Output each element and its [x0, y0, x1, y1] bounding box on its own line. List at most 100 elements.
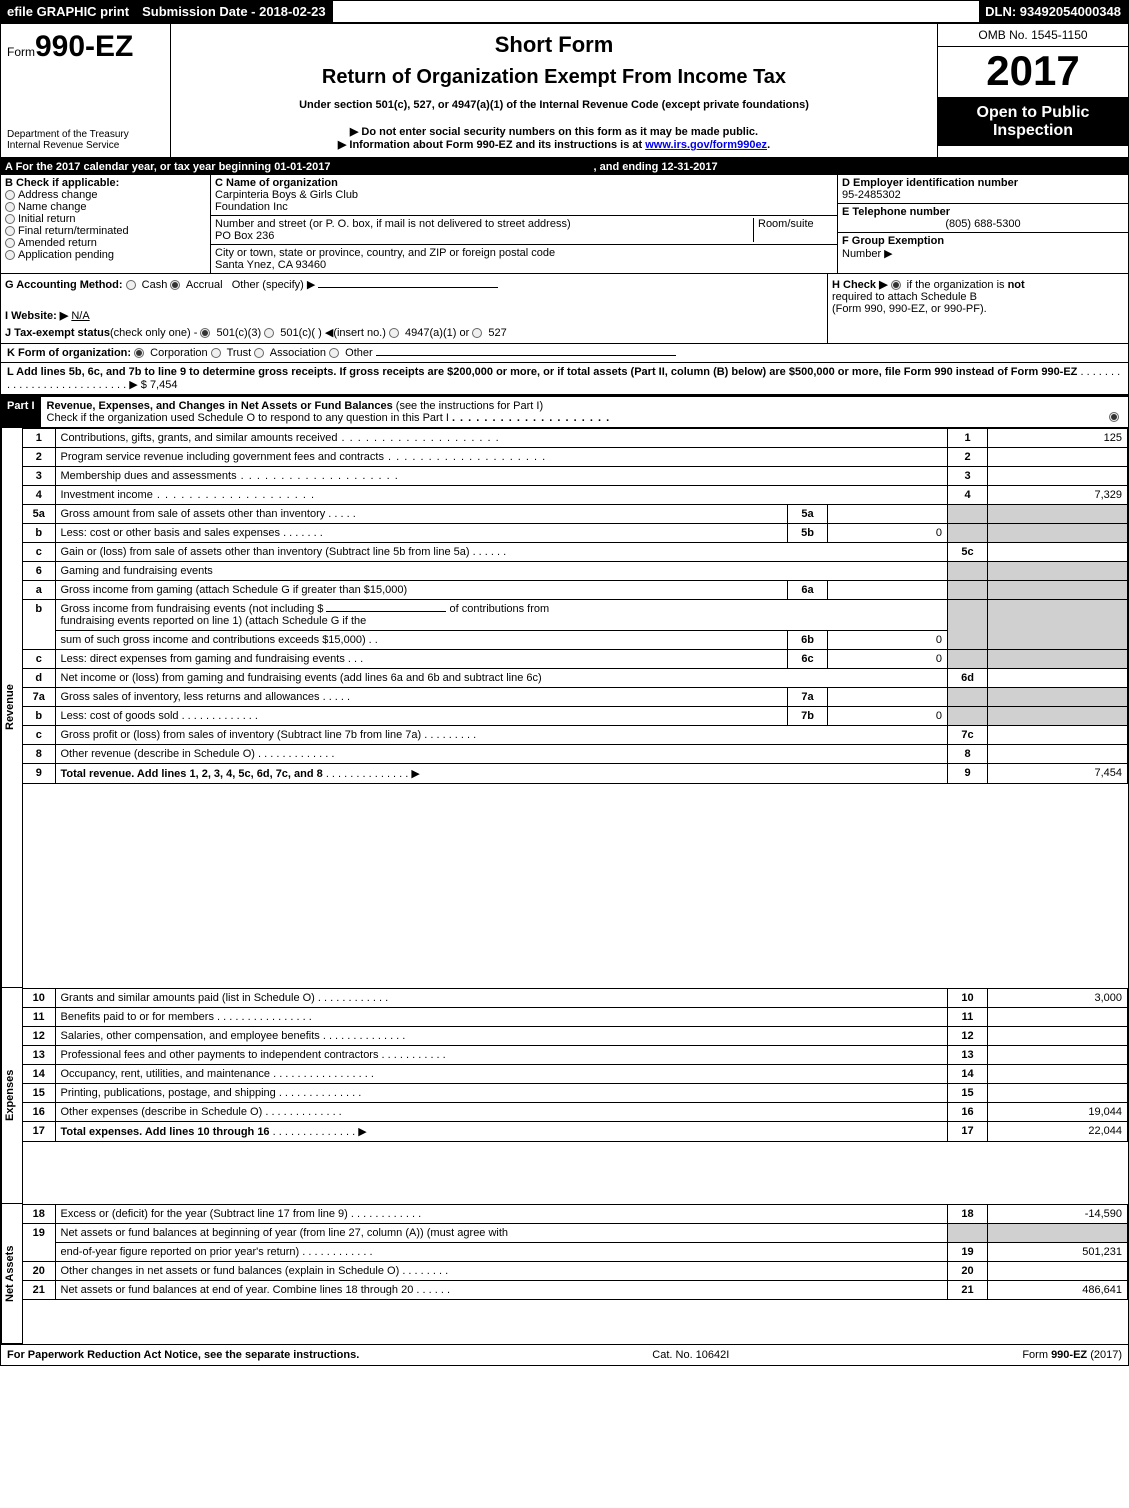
- form-prefix: Form: [7, 45, 35, 59]
- g-accounting: G Accounting Method: Cash Accrual Other …: [5, 278, 823, 291]
- netassets-side-label: Net Assets: [1, 1204, 23, 1344]
- dots-icon: [452, 412, 610, 424]
- part1-check-note: Check if the organization used Schedule …: [47, 412, 449, 424]
- table-row: aGross income from gaming (attach Schedu…: [23, 581, 1128, 600]
- j-opt-0: 501(c)(3): [217, 327, 262, 339]
- line-desc: Gross amount from sale of assets other t…: [61, 508, 326, 520]
- checkbox-icon[interactable]: [5, 238, 15, 248]
- h-check: H Check ▶ if the organization is not req…: [828, 274, 1128, 343]
- checkbox-icon[interactable]: [126, 280, 136, 290]
- l-instruction: L Add lines 5b, 6c, and 7b to line 9 to …: [1, 363, 1128, 395]
- line-desc: Other expenses (describe in Schedule O): [61, 1106, 263, 1118]
- line-desc: Investment income: [61, 489, 153, 501]
- city-value: Santa Ynez, CA 93460: [215, 259, 833, 271]
- line-rnum: 7c: [948, 726, 988, 745]
- form-page: efile GRAPHIC print Submission Date - 20…: [0, 0, 1129, 1366]
- checkbox-icon[interactable]: [264, 328, 274, 338]
- city-label: City or town, state or province, country…: [215, 247, 833, 259]
- side-labels: Net Assets: [1, 1204, 23, 1344]
- form-990ez: 990-EZ: [35, 30, 133, 63]
- k-form-org: K Form of organization: Corporation Trus…: [1, 344, 1128, 363]
- checkbox-icon[interactable]: [134, 348, 144, 358]
- b-initial-return[interactable]: Initial return: [5, 213, 206, 225]
- header-left: Form990-EZ Department of the Treasury In…: [1, 24, 171, 157]
- checkbox-icon[interactable]: [891, 280, 901, 290]
- checkbox-icon[interactable]: [5, 214, 15, 224]
- revenue-side-label: Revenue: [1, 428, 23, 988]
- checkbox-icon[interactable]: [5, 190, 15, 200]
- form-number: Form990-EZ: [7, 30, 164, 64]
- checkbox-icon[interactable]: [211, 348, 221, 358]
- contrib-input[interactable]: [326, 611, 446, 612]
- efile-print-button[interactable]: efile GRAPHIC print: [1, 1, 136, 22]
- g-other-input[interactable]: [318, 287, 498, 288]
- k-opt-0: Corporation: [150, 347, 207, 359]
- f-block: F Group Exemption Number ▶: [838, 233, 1128, 262]
- table-row: 15Printing, publications, postage, and s…: [23, 1084, 1128, 1103]
- b-final-return[interactable]: Final return/terminated: [5, 225, 206, 237]
- phone: (805) 688-5300: [842, 218, 1124, 230]
- do-not-enter: ▶ Do not enter social security numbers o…: [177, 125, 931, 138]
- checkbox-icon[interactable]: [5, 202, 15, 212]
- l-amount: $ 7,454: [141, 379, 178, 391]
- line-boxval: 0: [828, 707, 948, 726]
- i-label: I Website: ▶: [5, 310, 68, 322]
- j-label: J Tax-exempt status: [5, 327, 110, 339]
- line-a: A For the 2017 calendar year, or tax yea…: [1, 159, 1128, 175]
- part1-body: Revenue 1Contributions, gifts, grants, a…: [1, 428, 1128, 988]
- line-boxval: 0: [828, 631, 948, 650]
- submission-date: Submission Date - 2018-02-23: [136, 1, 333, 22]
- c-name-block: C Name of organization Carpinteria Boys …: [211, 175, 837, 216]
- line-desc: Total expenses. Add lines 10 through 16: [61, 1126, 270, 1138]
- line-boxval: [828, 688, 948, 707]
- line-desc: Gross profit or (loss) from sales of inv…: [61, 729, 422, 741]
- j-opt-1: 501(c)( ) ◀(insert no.): [280, 327, 386, 339]
- line-boxval: 0: [828, 650, 948, 669]
- part1-note: (see the instructions for Part I): [393, 400, 543, 412]
- ein: 95-2485302: [842, 189, 1124, 201]
- h-text2: required to attach Schedule B: [832, 291, 977, 303]
- line-rval: [988, 726, 1128, 745]
- line-boxval: [828, 505, 948, 524]
- b-name-change[interactable]: Name change: [5, 201, 206, 213]
- k-other-input[interactable]: [376, 355, 676, 356]
- page-footer: For Paperwork Reduction Act Notice, see …: [1, 1344, 1128, 1365]
- b-amended-return[interactable]: Amended return: [5, 237, 206, 249]
- k-opt-1: Trust: [227, 347, 252, 359]
- checkbox-icon[interactable]: [254, 348, 264, 358]
- line-desc: Gross income from fundraising events (no…: [61, 603, 324, 615]
- table-row: 1Contributions, gifts, grants, and simil…: [23, 429, 1128, 448]
- checkbox-icon[interactable]: [1109, 412, 1119, 422]
- j-opt-3: 527: [488, 327, 506, 339]
- irs-link[interactable]: www.irs.gov/form990ez: [645, 139, 767, 151]
- line-desc: Other revenue (describe in Schedule O): [61, 748, 255, 760]
- expenses-lines: 10Grants and similar amounts paid (list …: [23, 988, 1128, 1204]
- b-address-change[interactable]: Address change: [5, 189, 206, 201]
- table-row: cLess: direct expenses from gaming and f…: [23, 650, 1128, 669]
- side-labels: Revenue: [1, 428, 23, 988]
- checkbox-icon[interactable]: [200, 328, 210, 338]
- checkbox-icon[interactable]: [329, 348, 339, 358]
- line-rval: [988, 669, 1128, 688]
- checkbox-icon[interactable]: [5, 226, 15, 236]
- line-rval: 3,000: [988, 989, 1128, 1008]
- line-rval: [988, 1027, 1128, 1046]
- line-desc: Grants and similar amounts paid (list in…: [61, 992, 315, 1004]
- checkbox-icon[interactable]: [389, 328, 399, 338]
- c-addr-block: Number and street (or P. O. box, if mail…: [211, 216, 837, 245]
- f-label: F Group Exemption: [842, 235, 944, 247]
- line-rval: 125: [988, 429, 1128, 448]
- checkbox-icon[interactable]: [472, 328, 482, 338]
- lines-table-revenue: 1Contributions, gifts, grants, and simil…: [23, 428, 1128, 784]
- checkbox-icon[interactable]: [5, 250, 15, 260]
- ghi-left: G Accounting Method: Cash Accrual Other …: [1, 274, 828, 343]
- line-rnum: 11: [948, 1008, 988, 1027]
- side-labels: Expenses: [1, 988, 23, 1204]
- b-application-pending[interactable]: Application pending: [5, 249, 206, 261]
- k-opt-3: Other: [345, 347, 373, 359]
- line-rval: [988, 1046, 1128, 1065]
- line-rnum: 3: [948, 467, 988, 486]
- line-rval: [988, 1008, 1128, 1027]
- checkbox-icon[interactable]: [170, 280, 180, 290]
- line-desc: Program service revenue including govern…: [61, 451, 384, 463]
